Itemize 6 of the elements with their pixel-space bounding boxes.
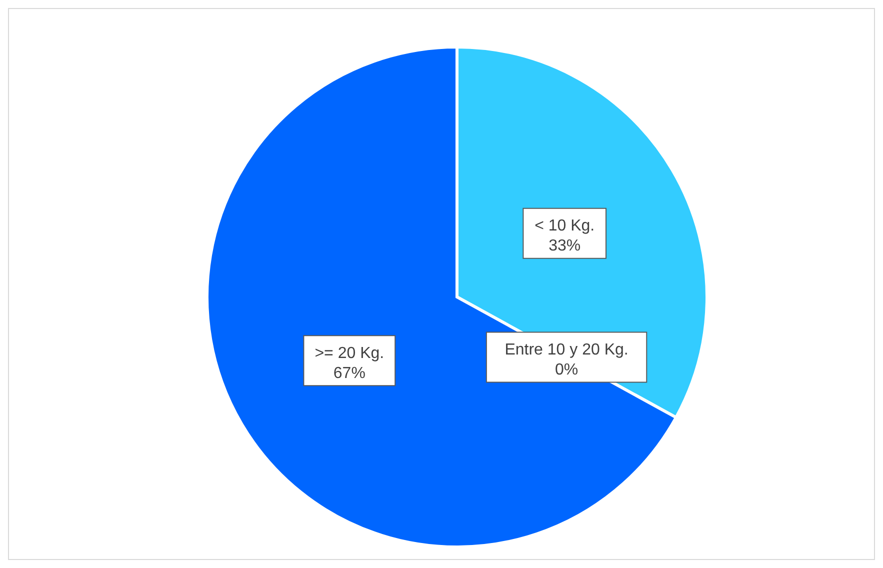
data-label: 33% [548,238,581,255]
slice-label: >= 20 Kg. [314,344,384,362]
text: 0% [554,361,578,378]
slice-label: < 10 Kg. [534,218,595,235]
category-label: Entre 10 y 20 Kg. [504,341,628,358]
data-label: 67% [333,364,366,382]
